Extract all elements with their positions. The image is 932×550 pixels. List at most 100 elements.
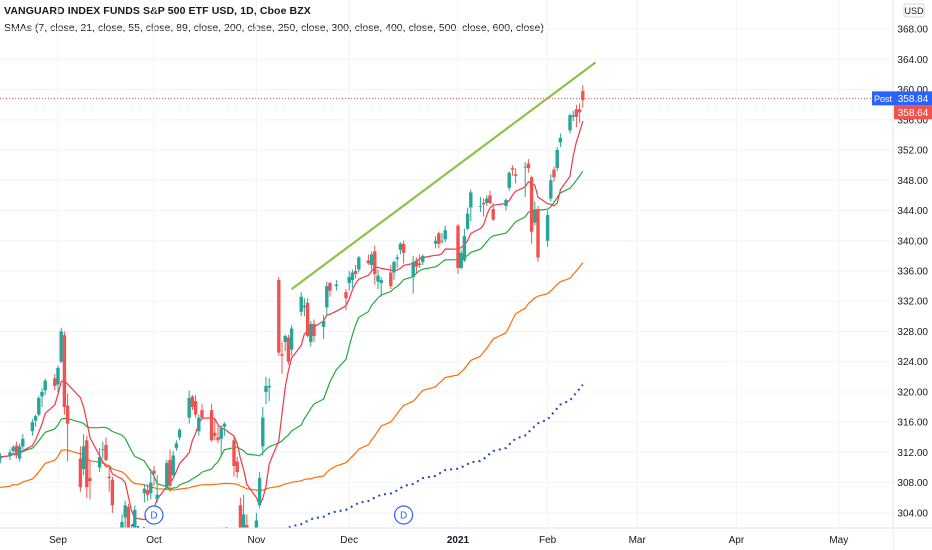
candle-body [504, 199, 508, 206]
candle-body [549, 180, 553, 199]
candle-body [241, 514, 246, 532]
price-axis[interactable]: 304.00 308.00 312.00 316.00 320.00 324.00 328.… [872, 0, 932, 550]
candle-body [411, 261, 415, 278]
candle [216, 425, 220, 444]
candle-body [257, 478, 262, 506]
candle-body [347, 277, 351, 284]
candle [459, 249, 463, 270]
candle [478, 196, 483, 213]
price-tick: 328.00 [897, 327, 928, 338]
candle-body [558, 137, 563, 143]
candle-body [491, 209, 495, 220]
dividend-marker-1 [144, 505, 164, 525]
candle [8, 449, 12, 460]
candle [21, 434, 25, 450]
candle [177, 428, 182, 441]
candle-body [200, 410, 204, 418]
candle [568, 113, 572, 134]
price-tick: 320.00 [897, 387, 928, 398]
candle [283, 334, 287, 352]
time-axis-bg [0, 528, 893, 550]
time-axis[interactable]: Sep Oct Nov Dec 2021 Feb Mar Apr May [0, 527, 932, 550]
candle [481, 198, 486, 217]
candle-body [478, 205, 483, 207]
candle-body [325, 286, 329, 308]
candle [299, 292, 303, 317]
candle [152, 466, 156, 486]
candle [376, 269, 380, 290]
candle-body [350, 272, 355, 281]
dividend-marker-2 [394, 505, 414, 525]
candle-body [59, 331, 63, 362]
candle-body [8, 452, 12, 457]
candle [267, 378, 271, 402]
price-tick: 332.00 [897, 297, 928, 308]
candle-body [366, 260, 371, 264]
candle-body [277, 280, 281, 353]
price-tick: 324.00 [897, 357, 928, 368]
time-tick: Mar [629, 535, 647, 546]
candle-body [81, 446, 86, 470]
candle [81, 434, 86, 476]
candle-body [21, 438, 25, 447]
candle [456, 224, 460, 275]
candle [357, 255, 361, 273]
candle [536, 205, 540, 262]
candle-body [174, 443, 179, 448]
candle-body [97, 456, 102, 468]
candle [510, 165, 515, 176]
candle [123, 500, 127, 533]
dividend-marker-label: D [150, 511, 157, 522]
candle-body [149, 482, 153, 494]
candle-body [88, 478, 92, 482]
candle-body [485, 198, 489, 203]
candle [558, 133, 563, 148]
price-tick: 312.00 [897, 448, 928, 459]
time-tick: Apr [729, 535, 745, 546]
trendline-segment [290, 61, 597, 291]
candle [43, 378, 47, 395]
candle [302, 298, 307, 317]
candle-body [465, 213, 470, 229]
candle-body [17, 446, 22, 459]
candle-body [85, 440, 89, 488]
time-tick: Feb [539, 535, 557, 546]
candle-body [443, 230, 447, 240]
candle-body [145, 490, 150, 495]
candle-body [40, 391, 44, 397]
candle-body [536, 209, 540, 258]
last-price-value: 358.64 [898, 108, 929, 119]
candle [85, 435, 89, 498]
candle-body [523, 166, 527, 168]
candle-body [513, 174, 518, 176]
candle [529, 175, 534, 244]
candle-body [104, 444, 108, 460]
candle [59, 327, 63, 364]
candle [369, 251, 374, 270]
candle [97, 447, 102, 473]
candle [165, 459, 169, 491]
candle-body [261, 417, 265, 447]
candle [197, 414, 201, 436]
candle [222, 422, 227, 436]
time-tick: Sep [49, 535, 67, 546]
candle [261, 407, 265, 456]
candle [379, 277, 383, 297]
time-tick: May [829, 535, 848, 546]
candle-body [568, 115, 572, 131]
trendline[interactable] [290, 61, 597, 291]
candle [389, 264, 393, 290]
candle-body [30, 422, 35, 432]
candle [190, 394, 195, 411]
candle-body [43, 380, 47, 391]
candle [200, 404, 204, 420]
candle [347, 271, 351, 291]
candle [440, 233, 444, 244]
grid [0, 0, 893, 528]
time-tick: 2021 [447, 535, 470, 546]
dividend-marker-label: D [400, 511, 407, 522]
candle [17, 443, 22, 462]
candle [321, 314, 326, 340]
candle [305, 298, 310, 338]
